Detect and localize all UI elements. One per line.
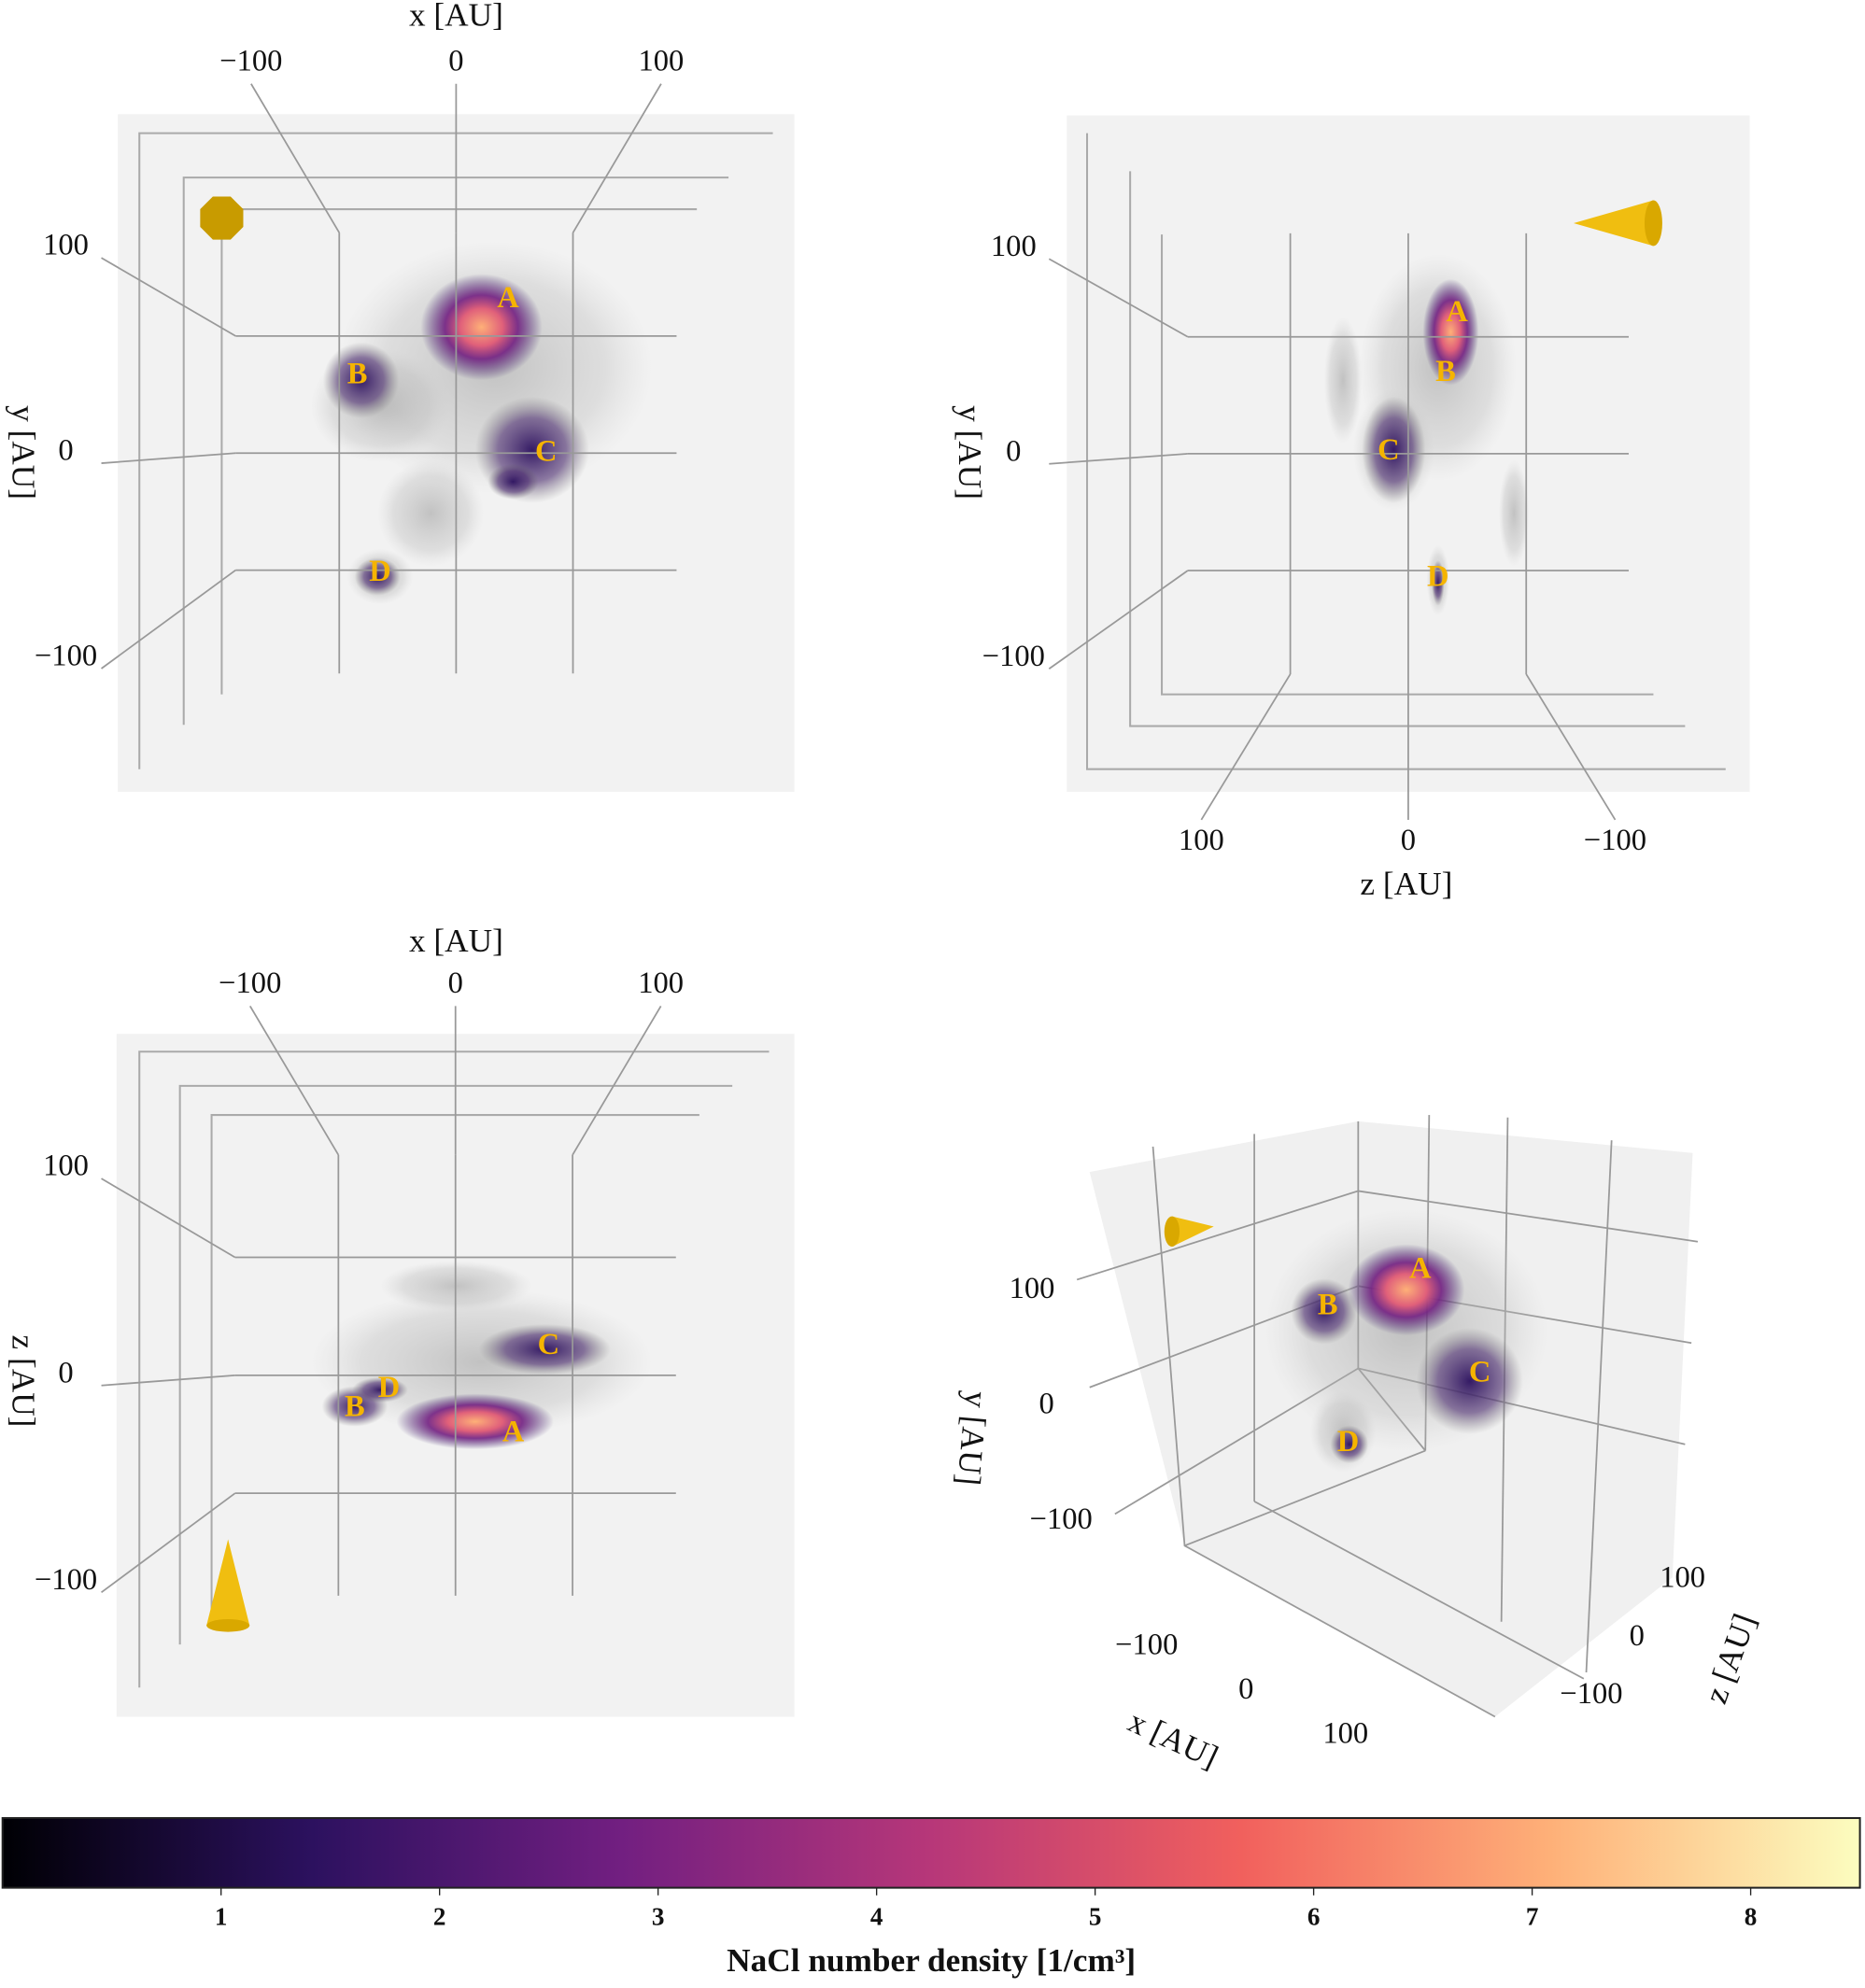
x-tick-label: 100 bbox=[1322, 1716, 1368, 1750]
region-label: A bbox=[1409, 1251, 1432, 1285]
region-label: B bbox=[1435, 355, 1456, 388]
x-tick-label: −100 bbox=[219, 45, 282, 78]
tick-connector bbox=[1049, 453, 1188, 465]
density-blob bbox=[1348, 1244, 1465, 1336]
tick-connector bbox=[572, 1005, 662, 1156]
density-blob bbox=[1432, 559, 1445, 606]
x-tick-label: 0 bbox=[1238, 1672, 1253, 1706]
region-label: D bbox=[1337, 1425, 1360, 1459]
region-label: D bbox=[1427, 560, 1449, 594]
density-blob bbox=[1291, 1278, 1357, 1345]
density-blob bbox=[1422, 278, 1479, 386]
density-blob bbox=[1416, 1327, 1523, 1434]
y-tick-label: 100 bbox=[1010, 1272, 1055, 1305]
tick-connector bbox=[101, 569, 236, 670]
colorbar-tick-label: 7 bbox=[1526, 1903, 1539, 1931]
z-tick-label: −100 bbox=[1560, 1677, 1622, 1711]
y-tick-label: −100 bbox=[35, 1563, 97, 1597]
density-blob bbox=[396, 1393, 554, 1450]
y-tick-label: 100 bbox=[43, 1149, 89, 1183]
density-blob bbox=[377, 459, 485, 567]
y-tick-label: 0 bbox=[1038, 1388, 1053, 1421]
region-label: C bbox=[1469, 1356, 1491, 1389]
y-tick-label: −100 bbox=[35, 640, 97, 673]
y-axis-label: y [AU] bbox=[950, 1389, 995, 1487]
colorbar-tick-label: 6 bbox=[1307, 1903, 1321, 1931]
colorbar-label: NaCl number density [1/cm³] bbox=[727, 1942, 1136, 1979]
density-blob bbox=[487, 463, 539, 500]
y-tick-label: 0 bbox=[1006, 434, 1021, 468]
density-blob bbox=[322, 342, 400, 418]
colorbar-tick-label: 1 bbox=[215, 1903, 228, 1931]
density-blob bbox=[478, 1323, 611, 1375]
colorbar-tick-label: 3 bbox=[652, 1903, 665, 1931]
tick-connector bbox=[101, 1492, 236, 1594]
region-label: A bbox=[497, 281, 519, 315]
region-label: C bbox=[535, 434, 558, 468]
tick-connector bbox=[101, 452, 236, 464]
tick-connector bbox=[101, 257, 236, 337]
density-blob bbox=[1498, 459, 1530, 567]
frame-lines bbox=[138, 132, 1726, 1718]
x-tick-label: 100 bbox=[638, 966, 684, 1000]
y-tick-label: 100 bbox=[43, 229, 89, 262]
colorbar-scale bbox=[1, 1816, 1861, 1889]
x-tick-label: −100 bbox=[219, 966, 281, 1000]
x-tick-label: 0 bbox=[448, 966, 463, 1000]
density-blob bbox=[354, 557, 401, 596]
y-tick-label: −100 bbox=[982, 640, 1045, 673]
z-axis-label: z [AU] bbox=[1697, 1609, 1762, 1708]
colorbar-tick-label: 2 bbox=[433, 1903, 446, 1931]
y-axis-label: y [AU] bbox=[952, 405, 988, 500]
density-blob bbox=[1330, 1425, 1369, 1464]
tick-connector bbox=[101, 1374, 235, 1387]
region-label: D bbox=[369, 555, 391, 588]
z-tick-label: 100 bbox=[1660, 1560, 1705, 1594]
y-tick-label: 0 bbox=[58, 1356, 73, 1389]
region-label: B bbox=[1318, 1289, 1338, 1322]
tick-connector bbox=[572, 83, 662, 233]
x-tick-label: −100 bbox=[1115, 1628, 1178, 1661]
tick-connector bbox=[1048, 258, 1189, 338]
x-tick-label: −100 bbox=[1584, 824, 1646, 857]
region-label: B bbox=[347, 358, 368, 391]
markers bbox=[200, 196, 1662, 1632]
y-axis-label: y [AU] bbox=[6, 405, 42, 500]
density-volume bbox=[310, 240, 1548, 1473]
x-axis-label: x [AU] bbox=[1123, 1703, 1223, 1776]
x-axis-label: x [AU] bbox=[409, 0, 503, 33]
y-tick-label: 0 bbox=[58, 434, 73, 468]
colorbar: 1 2 3 4 5 6 7 8 NaCl number density [1/cm³] bbox=[1, 1816, 1861, 1979]
x-tick-label: 0 bbox=[448, 45, 463, 78]
density-blob bbox=[1362, 396, 1426, 503]
region-label: C bbox=[1378, 433, 1400, 467]
region-label: A bbox=[502, 1415, 525, 1448]
y-axis-label: z [AU] bbox=[6, 1335, 42, 1428]
region-label: D bbox=[378, 1371, 401, 1404]
y-tick-label: −100 bbox=[1030, 1502, 1093, 1536]
tick-connector bbox=[1200, 673, 1292, 821]
colorbar-tick-label: 8 bbox=[1745, 1903, 1758, 1931]
x-tick-label: 100 bbox=[639, 45, 685, 78]
region-label: A bbox=[1446, 295, 1468, 329]
tick-connector bbox=[101, 1177, 236, 1259]
x-tick-label: 0 bbox=[1401, 824, 1416, 857]
density-blob bbox=[420, 274, 543, 381]
tick-connector bbox=[249, 1005, 340, 1156]
colorbar-tick-label: 5 bbox=[1089, 1903, 1102, 1931]
tick-connector bbox=[250, 83, 341, 233]
x-axis-label: x [AU] bbox=[409, 923, 503, 959]
colorbar-tick-label: 4 bbox=[870, 1903, 883, 1931]
x-tick-label: 100 bbox=[1179, 824, 1224, 857]
y-tick-label: 100 bbox=[991, 230, 1037, 263]
z-tick-label: 0 bbox=[1630, 1619, 1645, 1653]
x-axis-label: z [AU] bbox=[1360, 866, 1452, 902]
density-blob bbox=[352, 1376, 408, 1403]
tick-connector bbox=[1525, 673, 1617, 821]
region-label: C bbox=[538, 1328, 560, 1361]
tick-connector bbox=[1048, 570, 1189, 670]
density-blob bbox=[1323, 317, 1363, 444]
region-label: B bbox=[345, 1389, 365, 1423]
